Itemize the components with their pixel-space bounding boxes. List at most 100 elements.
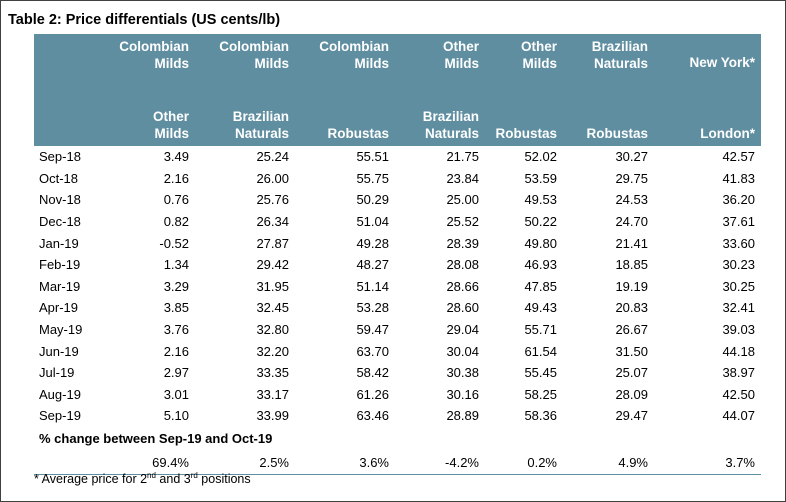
column-header-line: Brazilian <box>232 109 289 124</box>
column-header-line <box>654 71 755 88</box>
table-cell: 2.16 <box>163 170 189 186</box>
table-cell: 33.35 <box>256 365 289 381</box>
column-header-line <box>485 108 557 125</box>
table-cell: 49.53 <box>524 192 557 208</box>
column-header <box>34 34 106 108</box>
table-cell: 52.02 <box>524 149 557 165</box>
pct-change-label-row: % change between Sep-19 and Oct-19 <box>34 427 761 451</box>
table-cell: 29.75 <box>615 170 648 186</box>
column-header: Robustas <box>485 108 563 146</box>
column-header-line: Milds <box>444 56 479 71</box>
row-month-label: Sep-18 <box>39 149 81 165</box>
footnote-text: * Average price for 2 <box>34 472 148 486</box>
table-cell: 50.22 <box>524 214 557 230</box>
column-header-line <box>654 108 755 125</box>
table-cell: 25.00 <box>446 192 479 208</box>
table-cell: 26.34 <box>256 214 289 230</box>
column-header-line: Other <box>520 39 557 54</box>
table-cell: 63.46 <box>356 408 389 424</box>
table-row: Apr-19 3.85 32.45 53.28 28.60 49.43 20.83 32.41 <box>34 297 761 319</box>
table-cell: 3.49 <box>163 149 189 165</box>
table-cell: 36.20 <box>722 192 755 208</box>
table-cell: 30.23 <box>722 257 755 273</box>
column-header-line: Brazilian <box>591 39 648 54</box>
table-cell: 32.20 <box>256 343 289 359</box>
column-header-line: Robustas <box>586 126 648 141</box>
column-header-line: Milds <box>522 56 557 71</box>
table-cell: 38.97 <box>722 365 755 381</box>
table-cell: 51.14 <box>356 278 389 294</box>
column-header-line: Robustas <box>327 126 389 141</box>
table-cell: 21.41 <box>615 235 648 251</box>
table-cell: 47.85 <box>524 278 557 294</box>
table-cell: 20.83 <box>615 300 648 316</box>
table-cell: 26.67 <box>615 322 648 338</box>
column-header: Robustas <box>563 108 654 146</box>
column-header-line: Milds <box>154 126 189 141</box>
table-cell: 5.10 <box>163 408 189 424</box>
table-row: Feb-19 1.34 29.42 48.27 28.08 46.93 18.85 30.23 <box>34 254 761 276</box>
table-cell: 28.39 <box>446 235 479 251</box>
column-header-line: Brazilian <box>422 109 479 124</box>
row-month-label: Jun-19 <box>39 343 79 359</box>
table-cell: 0.76 <box>163 192 189 208</box>
pct-change-cell: 69.4% <box>106 450 195 475</box>
table-cell: 32.41 <box>722 300 755 316</box>
table-cell: 44.07 <box>722 408 755 424</box>
column-header-line: New York* <box>689 55 755 70</box>
row-month-label: Dec-18 <box>39 214 81 230</box>
column-header-line: Naturals <box>424 126 479 141</box>
table-cell: 61.26 <box>356 386 389 402</box>
table-row: Oct-18 2.16 26.00 55.75 23.84 53.59 29.75 41.83 <box>34 168 761 190</box>
column-header-line: Milds <box>154 56 189 71</box>
table-cell: 32.80 <box>256 322 289 338</box>
table-cell: 30.38 <box>446 365 479 381</box>
table-cell: 58.25 <box>524 386 557 402</box>
column-header: Colombian Milds <box>295 34 395 108</box>
row-month-label: Jan-19 <box>39 235 79 251</box>
table-cell: 51.04 <box>356 214 389 230</box>
pct-change-cell: 4.9% <box>563 450 654 475</box>
table-row: Dec-18 0.82 26.34 51.04 25.52 50.22 24.70 37.61 <box>34 211 761 233</box>
column-header-line <box>34 55 100 72</box>
table-cell: 27.87 <box>256 235 289 251</box>
column-header: London* <box>654 108 761 146</box>
row-month-label: Apr-19 <box>39 300 79 316</box>
column-header-line: Naturals <box>593 56 648 71</box>
table-cell: 1.34 <box>163 257 189 273</box>
table-cell: 49.80 <box>524 235 557 251</box>
column-header-line: Robustas <box>495 126 557 141</box>
table-cell: 28.60 <box>446 300 479 316</box>
table-title: Table 2: Price differentials (US cents/l… <box>8 12 281 28</box>
footnote: * Average price for 2nd and 3rd position… <box>34 472 251 487</box>
table-cell: 3.76 <box>163 322 189 338</box>
table-cell: 55.45 <box>524 365 557 381</box>
table-cell: 50.29 <box>356 192 389 208</box>
row-month-label: Feb-19 <box>39 257 81 273</box>
table-cell: 30.16 <box>446 386 479 402</box>
table-cell: 25.07 <box>615 365 648 381</box>
table-cell: 25.52 <box>446 214 479 230</box>
table-cell: 30.27 <box>615 149 648 165</box>
table-cell: 30.25 <box>722 278 755 294</box>
table-cell: 53.28 <box>356 300 389 316</box>
column-header-line: London* <box>700 126 755 141</box>
table-row: Mar-19 3.29 31.95 51.14 28.66 47.85 19.19 30.25 <box>34 276 761 298</box>
table-cell: 0.82 <box>163 214 189 230</box>
table-cell: 63.70 <box>356 343 389 359</box>
table-row: Jul-19 2.97 33.35 58.42 30.38 55.45 25.07 38.97 <box>34 362 761 384</box>
table-cell: 46.93 <box>524 257 557 273</box>
table-cell: 33.99 <box>256 408 289 424</box>
table-cell: 39.03 <box>722 322 755 338</box>
table-cell: 55.51 <box>356 149 389 165</box>
table-cell: 55.75 <box>356 170 389 186</box>
pct-change-label: % change between Sep-19 and Oct-19 <box>39 431 273 447</box>
table-cell: 48.27 <box>356 257 389 273</box>
table-row: Nov-18 0.76 25.76 50.29 25.00 49.53 24.53 36.20 <box>34 189 761 211</box>
footnote-text: and 3 <box>155 472 191 486</box>
pct-change-cell: 2.5% <box>195 450 295 475</box>
row-month-label: May-19 <box>39 322 83 338</box>
column-header-line: Naturals <box>234 126 289 141</box>
table-cell: 32.45 <box>256 300 289 316</box>
